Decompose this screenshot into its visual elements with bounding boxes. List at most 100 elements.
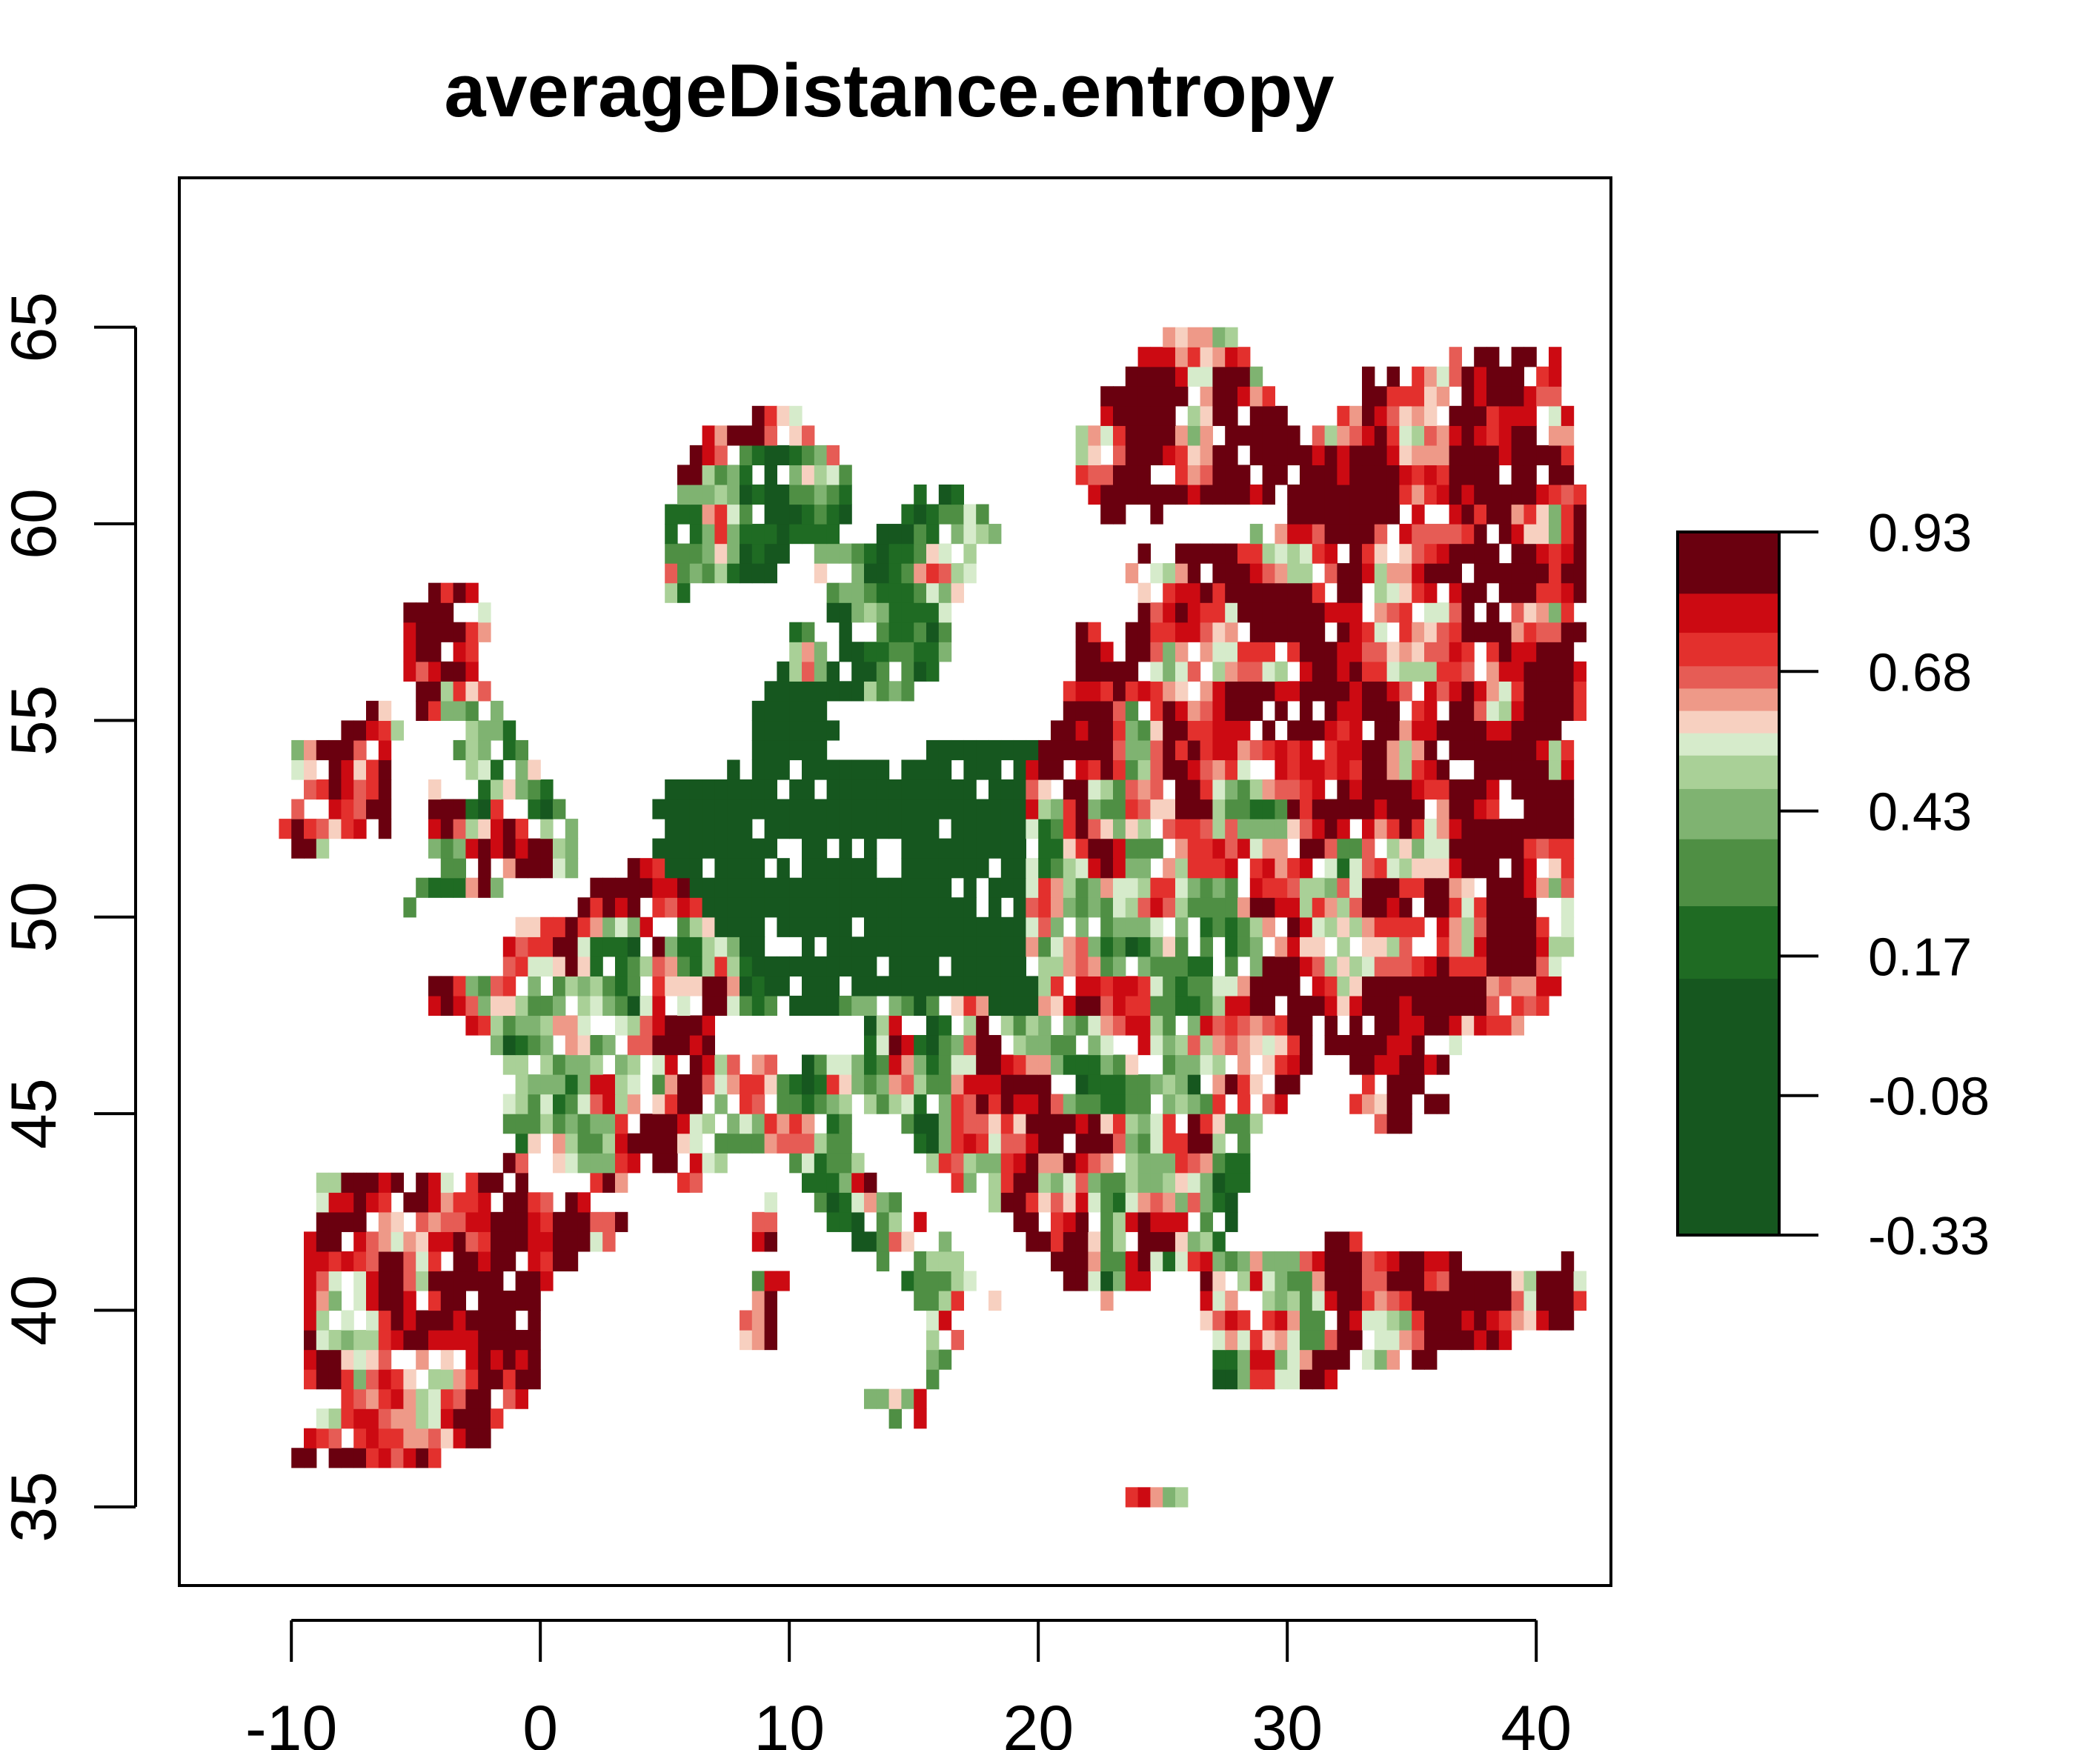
heatmap-cell [1449,642,1462,662]
heatmap-cell [1549,720,1562,741]
heatmap-cell [677,1015,691,1036]
heatmap-cell [714,543,728,564]
heatmap-cell [353,1192,367,1213]
heatmap-cell [1088,1192,1101,1213]
heatmap-cell [926,642,940,662]
heatmap-cell [1461,661,1475,682]
heatmap-cell [938,877,952,898]
heatmap-cell [328,1251,342,1272]
heatmap-cell [440,1231,454,1252]
heatmap-cell [328,1408,342,1429]
heatmap-cell [714,425,728,446]
heatmap-cell [888,956,902,977]
heatmap-cell [491,799,504,819]
heatmap-cell [1424,1094,1438,1114]
heatmap-cell [602,877,616,898]
heatmap-cell [789,720,803,741]
heatmap-cell [901,858,914,879]
heatmap-cell [1461,582,1475,603]
heatmap-cell [1150,1034,1163,1056]
heatmap-cell [540,1251,554,1272]
heatmap-cell [1486,405,1500,426]
heatmap-cell [1474,465,1487,485]
heatmap-cell [528,1271,541,1291]
heatmap-cell [1324,956,1338,977]
heatmap-cell [1386,445,1400,466]
heatmap-cell [440,1310,454,1331]
heatmap-cell [1237,465,1251,485]
heatmap-cell [789,739,803,761]
heatmap-cell [1038,858,1051,879]
heatmap-cell [702,838,715,859]
heatmap-cell [1498,622,1512,642]
heatmap-cell [814,877,828,898]
heatmap-cell [540,1231,554,1252]
heatmap-cell [689,543,703,564]
heatmap-cell [403,1310,416,1331]
heatmap-cell [1013,799,1026,819]
heatmap-cell [1051,956,1064,977]
heatmap-cell [677,936,691,957]
heatmap-cell [1337,1290,1350,1311]
heatmap-cell [1461,405,1475,426]
heatmap-cell [864,681,877,702]
heatmap-cell [1212,642,1226,662]
heatmap-cell [316,1172,330,1193]
heatmap-cell [478,1251,491,1272]
heatmap-cell [1137,681,1151,702]
heatmap-cell [926,799,940,819]
heatmap-cell [1412,1330,1425,1351]
heatmap-cell [777,976,790,997]
heatmap-cell [1399,897,1412,918]
heatmap-cell [1237,1074,1251,1095]
heatmap-cell [1436,838,1450,859]
heatmap-cell [1237,976,1251,997]
heatmap-cell [1412,524,1425,545]
heatmap-cell [1524,524,1537,545]
heatmap-cell [1187,347,1201,367]
heatmap-cell [963,995,977,1017]
heatmap-cell [1324,1015,1338,1036]
heatmap-cell [1424,1290,1438,1311]
heatmap-cell [1399,936,1412,957]
heatmap-cell [1349,1290,1363,1311]
heatmap-cell [1163,563,1176,584]
heatmap-cell [478,622,491,642]
heatmap-cell [1536,386,1549,407]
heatmap-cell [1175,1153,1189,1174]
heatmap-cell [1349,995,1363,1017]
heatmap-cell [1275,858,1288,879]
heatmap-cell [1150,838,1163,859]
heatmap-cell [938,642,952,662]
heatmap-cell [826,819,840,839]
heatmap-cell [528,1290,541,1311]
heatmap-cell [1275,1015,1288,1036]
heatmap-cells [279,327,1586,1508]
heatmap-cell [1013,779,1026,800]
heatmap-cell [988,1114,1002,1134]
heatmap-cell [1000,1074,1014,1095]
y-tick-label: 60 [0,488,70,559]
heatmap-cell [876,1054,890,1075]
heatmap-cell [1449,1271,1462,1291]
heatmap-cell [602,1153,616,1174]
heatmap-cell [491,1310,504,1331]
heatmap-cell [428,622,442,642]
heatmap-cell [528,1330,541,1351]
heatmap-cell [615,1133,628,1154]
heatmap-cell [528,799,541,819]
heatmap-cell [1150,602,1163,623]
heatmap-cell [1175,877,1189,898]
heatmap-cell [1125,445,1139,466]
heatmap-cell [665,1094,678,1114]
heatmap-cell [1374,819,1388,839]
heatmap-cell [1100,1271,1114,1291]
heatmap-cell [1225,1251,1238,1272]
heatmap-cell [565,819,579,839]
heatmap-cell [888,1192,902,1213]
heatmap-cell [1249,838,1263,859]
heatmap-cell [1187,779,1201,800]
heatmap-cell [1511,602,1524,623]
heatmap-cell [839,484,852,505]
heatmap-cell [304,1369,317,1390]
